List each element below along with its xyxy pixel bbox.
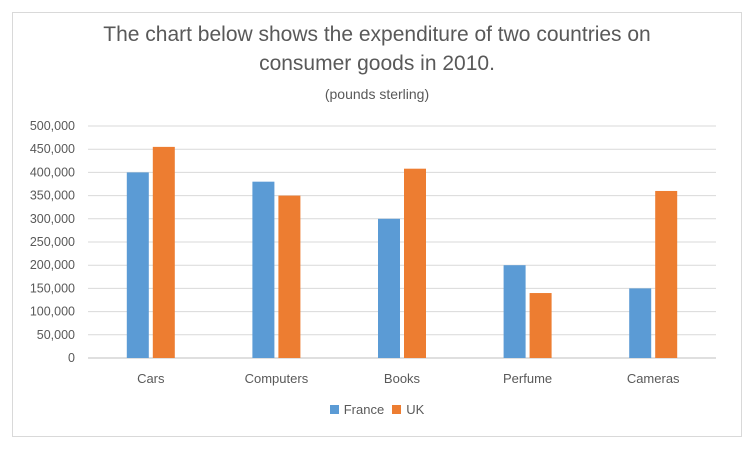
bar-uk-cameras: [655, 190, 678, 358]
x-tick-label: Cars: [137, 371, 165, 386]
x-tick-label: Computers: [245, 371, 309, 386]
legend-label: France: [343, 402, 385, 417]
legend-label: UK: [406, 402, 425, 417]
bar-uk-cars: [152, 146, 175, 358]
y-tick-label: 200,000: [30, 258, 75, 272]
legend-item: France: [329, 402, 385, 417]
y-tick-label: 150,000: [30, 281, 75, 295]
chart-title-line-1: The chart below shows the expenditure of…: [103, 23, 651, 46]
bar-france-cameras: [629, 288, 652, 358]
x-tick-label: Perfume: [503, 371, 552, 386]
y-tick-label: 500,000: [30, 119, 75, 133]
legend: France UK: [0, 402, 754, 417]
y-tick-label: 450,000: [30, 142, 75, 156]
bar-france-perfume: [503, 265, 526, 358]
y-tick-label: 50,000: [37, 328, 75, 342]
bar-france-computers: [252, 181, 275, 358]
y-tick-label: 400,000: [30, 165, 75, 179]
legend-swatch: [329, 405, 339, 414]
y-tick-label: 100,000: [30, 305, 75, 319]
y-tick-label: 250,000: [30, 235, 75, 249]
x-tick-label: Books: [384, 371, 421, 386]
y-tick-label: 350,000: [30, 189, 75, 203]
legend-swatch: [392, 405, 402, 414]
chart-title-line-2: consumer goods in 2010.: [259, 52, 495, 75]
y-tick-label: 300,000: [30, 212, 75, 226]
bar-france-cars: [126, 172, 149, 358]
bar-france-books: [378, 218, 400, 358]
legend-item: UK: [392, 402, 424, 417]
bar-uk-perfume: [529, 293, 552, 358]
bar-uk-books: [404, 168, 426, 358]
x-tick-label: Cameras: [627, 371, 680, 386]
bar-uk-computers: [278, 195, 301, 358]
chart-subtitle: (pounds sterling): [324, 86, 430, 102]
chart-title: The chart below shows the expenditure of…: [0, 20, 754, 78]
y-tick-label: 0: [68, 351, 75, 365]
